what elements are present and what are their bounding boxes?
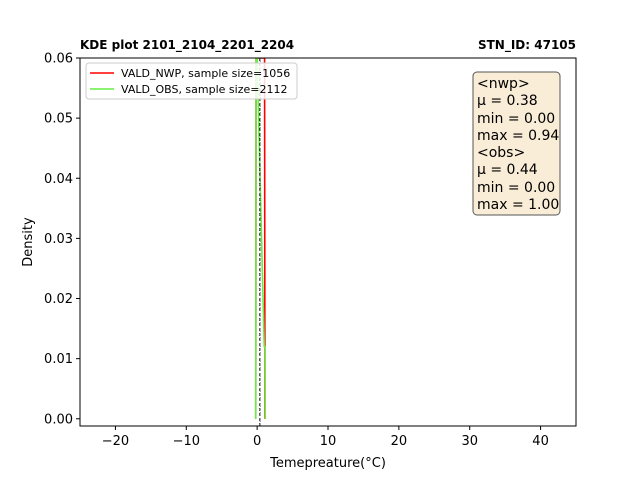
stats-line-5: <obs> <box>477 145 525 161</box>
stats-box: <nwp> μ = 0.38 min = 0.00 max = 0.94 <ob… <box>472 71 561 216</box>
x-tick-label: 0 <box>253 434 261 449</box>
plot-frame <box>79 57 577 427</box>
x-tick-label: 10 <box>320 434 337 449</box>
stats-line-3: min = 0.00 <box>477 111 555 127</box>
x-tick-label: 20 <box>391 434 408 449</box>
y-tick-label: 0.01 <box>44 352 73 367</box>
x-tick-label: 30 <box>461 434 478 449</box>
y-tick-label: 0.02 <box>44 292 73 307</box>
stats-line-4: max = 0.94 <box>477 128 559 144</box>
x-axis-label: Temepreature(°C) <box>269 456 386 471</box>
legend-box <box>85 62 298 100</box>
legend: VALD_NWP, sample size=1056 VALD_OBS, sam… <box>85 62 298 100</box>
y-tick-label: 0.04 <box>44 172 73 187</box>
x-tick-label: −10 <box>173 434 200 449</box>
series-line-1 <box>254 58 267 419</box>
chart-title-right: STN_ID: 47105 <box>478 38 576 53</box>
y-tick-label: 0.03 <box>44 232 73 247</box>
x-axis-ticks: −20 −10 0 10 20 30 40 <box>102 426 549 449</box>
y-tick-label: 0.05 <box>44 112 73 127</box>
legend-label-nwp: VALD_NWP, sample size=1056 <box>121 67 290 80</box>
x-tick-label: −20 <box>102 434 129 449</box>
chart-title-left: KDE plot 2101_2104_2201_2204 <box>80 38 294 53</box>
series-group <box>254 58 267 419</box>
y-tick-label: 0.00 <box>44 412 73 427</box>
legend-label-obs: VALD_OBS, sample size=2112 <box>121 83 287 96</box>
y-tick-label: 0.06 <box>44 52 73 67</box>
stats-line-1: <nwp> <box>477 76 530 92</box>
y-axis-ticks: 0.00 0.01 0.02 0.03 0.04 0.05 0.06 <box>44 52 80 427</box>
stats-box-bg <box>472 71 561 216</box>
stats-line-7: min = 0.00 <box>477 180 555 196</box>
stats-line-6: μ = 0.44 <box>477 162 538 178</box>
x-tick-label: 40 <box>532 434 549 449</box>
stats-line-8: max = 1.00 <box>477 197 559 213</box>
stats-line-2: μ = 0.38 <box>477 93 538 109</box>
y-axis-label: Density <box>21 217 36 267</box>
